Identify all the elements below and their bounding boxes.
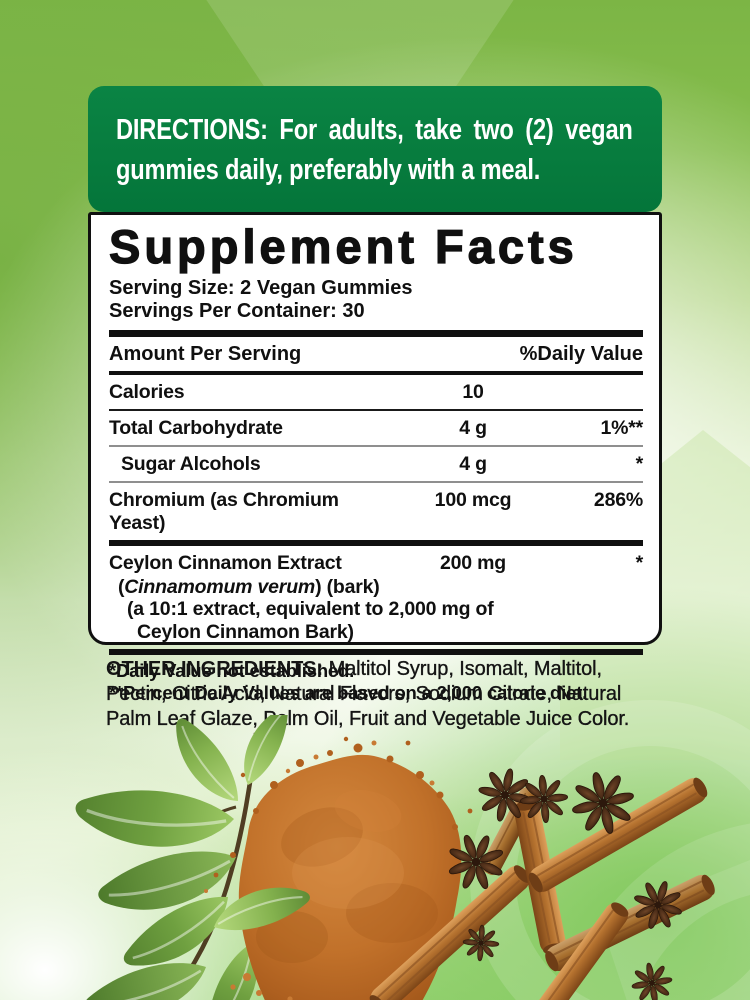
- extract-equivalence-line: (a 10:1 extract, equivalent to 2,000 mg …: [127, 598, 494, 621]
- row-name: Total Carbohydrate: [109, 417, 283, 440]
- row-name: Sugar Alcohols: [121, 452, 261, 475]
- facts-header-row: Amount Per Serving %Daily Value: [109, 337, 643, 371]
- cinnamon-leaves-illustration: [70, 715, 300, 1000]
- extract-species-line: (Cinnamomum verum) (bark): [109, 576, 643, 599]
- header-amount-per-serving: Amount Per Serving: [109, 342, 302, 365]
- serving-size: Serving Size: 2 Vegan Gummies: [109, 276, 413, 299]
- directions-text: DIRECTIONS: For adults, take two (2) veg…: [116, 110, 633, 190]
- directions-body: For adults, take two (2) vegan gummies d…: [116, 114, 633, 186]
- footnote-percent: **Percent Daily Values are based on a 2,…: [109, 682, 588, 704]
- other-ingredients-label: OTHER INGREDIENTS:: [106, 658, 324, 680]
- row-amount: 4 g: [459, 417, 487, 440]
- row-daily-value: *: [635, 452, 644, 475]
- divider-thick: [109, 539, 643, 546]
- directions-label: DIRECTIONS:: [116, 114, 268, 146]
- table-row-chromium: Chromium (as Chromium Yeast) 100 mcg 286…: [109, 483, 643, 540]
- species-name: Cinnamomum verum: [124, 575, 316, 598]
- row-amount: 200 mg: [439, 551, 506, 574]
- row-name: Chromium (as Chromium Yeast): [109, 488, 339, 534]
- extract-equivalence-line2: Ceylon Cinnamon Bark): [137, 620, 354, 643]
- supplement-facts-title: Supplement Facts: [108, 220, 578, 273]
- header-daily-value: %Daily Value: [519, 342, 643, 365]
- table-row-sugar-alcohols: Sugar Alcohols 4 g *: [109, 447, 643, 481]
- divider: [109, 480, 643, 483]
- paren: (: [118, 575, 125, 598]
- row-amount: 10: [462, 380, 484, 403]
- servings-per-container: Servings Per Container: 30: [109, 299, 365, 322]
- footnote-daily-value: *Daily Value not established.: [109, 660, 355, 682]
- directions-box: DIRECTIONS: For adults, take two (2) veg…: [88, 86, 662, 212]
- divider-thick: [109, 329, 643, 337]
- divider-header: [109, 370, 643, 375]
- supplement-facts-panel: Supplement Facts Serving Size: 2 Vegan G…: [88, 212, 662, 703]
- divider: [109, 408, 643, 412]
- footnotes: *Daily Value not established. **Percent …: [109, 655, 643, 704]
- paren-bark: ) (bark): [315, 575, 380, 598]
- row-amount: 4 g: [459, 452, 487, 475]
- table-row-total-carbohydrate: Total Carbohydrate 4 g 1%**: [109, 411, 643, 445]
- divider: [109, 445, 643, 447]
- other-ingredients-list: Maltitol Syrup, Isomalt, Maltitol, Pecti…: [106, 658, 630, 730]
- table-row-ceylon-cinnamon-extract: Ceylon Cinnamon Extract 200 mg *: [109, 546, 643, 576]
- other-ingredients: OTHER INGREDIENTS: Maltitol Syrup, Isoma…: [106, 657, 652, 732]
- row-name: Ceylon Cinnamon Extract: [109, 551, 342, 574]
- row-name: Calories: [109, 380, 185, 403]
- row-amount: 100 mcg: [434, 488, 512, 511]
- row-daily-value: *: [635, 551, 644, 574]
- row-daily-value: 286%: [593, 488, 643, 511]
- row-daily-value: 1%**: [600, 417, 643, 440]
- cinnamon-photo-illustration: [70, 715, 715, 1000]
- divider-thick: [109, 649, 643, 656]
- cinnamon-powder-illustration: [204, 736, 473, 1000]
- table-row-calories: Calories 10: [109, 375, 643, 409]
